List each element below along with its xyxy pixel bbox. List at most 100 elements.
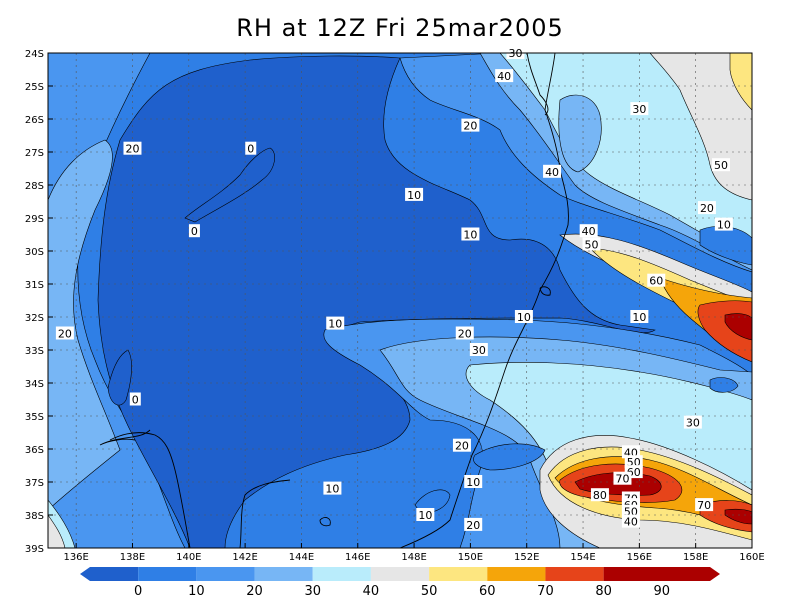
colorbar-label: 30 [304, 584, 321, 599]
field-10-pocket-c [473, 443, 546, 471]
svg-text:20: 20 [125, 143, 139, 156]
svg-text:70: 70 [615, 473, 629, 486]
contour-label: 50 [712, 158, 731, 172]
contour-label: 10 [323, 481, 342, 496]
colorbar-label: 70 [537, 584, 554, 599]
svg-text:50: 50 [584, 238, 598, 251]
lon-tick-label: 142E [232, 552, 257, 563]
svg-text:0: 0 [247, 143, 254, 156]
lat-tick-label: 39S [25, 544, 44, 555]
svg-text:20: 20 [700, 202, 714, 215]
coastline [99, 53, 569, 548]
contour-label: 20 [123, 141, 142, 156]
contour-label: 70 [695, 498, 714, 512]
contour-label: 30 [630, 102, 649, 116]
contour-label: 10 [405, 187, 424, 202]
colorbar-label: 90 [654, 584, 671, 599]
lat-tick-label: 24S [25, 49, 44, 60]
contour-label: 40 [579, 224, 598, 238]
lat-tick-label: 38S [25, 511, 44, 522]
lon-tick-label: 136E [63, 552, 88, 563]
lat-tick-label: 31S [25, 280, 44, 291]
field-90-mid [724, 313, 752, 341]
lat-tick-label: 33S [25, 346, 44, 357]
svg-text:20: 20 [455, 440, 469, 453]
lon-tick-label: 154E [570, 552, 595, 563]
svg-text:60: 60 [649, 275, 663, 288]
contour-label: 20 [452, 438, 471, 453]
svg-text:40: 40 [497, 70, 511, 83]
contour-label: 10 [630, 310, 649, 324]
colorbar-segment [370, 567, 430, 581]
contour-label: 40 [495, 69, 514, 83]
svg-text:40: 40 [545, 166, 559, 179]
contour-label: 10 [514, 310, 533, 324]
svg-text:20: 20 [458, 328, 472, 341]
svg-text:40: 40 [582, 225, 596, 238]
lon-tick-label: 138E [120, 552, 145, 563]
lat-tick-label: 25S [25, 82, 44, 93]
lat-tick-label: 36S [25, 445, 44, 456]
svg-text:10: 10 [328, 318, 342, 331]
lat-tick-label: 29S [25, 214, 44, 225]
lat-tick-label: 27S [25, 148, 44, 159]
svg-text:20: 20 [463, 120, 477, 133]
contour-label: 10 [714, 217, 733, 232]
contour-label: 10 [416, 508, 435, 522]
map-grid [48, 53, 752, 548]
field-30-pocket [558, 94, 602, 173]
contour-label: 10 [464, 475, 483, 489]
svg-text:70: 70 [697, 499, 711, 512]
colorbar-segment [80, 567, 139, 581]
colorbar-segment [254, 567, 313, 581]
contour-label: 30 [683, 415, 702, 430]
svg-text:10: 10 [517, 311, 531, 324]
contour-label: 0 [188, 224, 200, 238]
field-90-se [724, 508, 752, 525]
contour-label: 60 [647, 273, 666, 288]
contour-label: 0 [245, 141, 257, 156]
svg-text:0: 0 [132, 394, 139, 407]
contour-labels: 20 00200101020403040305020104050601020301… [55, 46, 733, 532]
colorbar-label: 10 [188, 584, 205, 599]
lon-tick-label: 156E [627, 552, 652, 563]
svg-text:50: 50 [714, 159, 728, 172]
colorbar-label: 20 [246, 584, 263, 599]
svg-text:30: 30 [686, 417, 700, 430]
filled-contours [48, 53, 752, 548]
map-axes: 136E 138E 140E 142E 144E 146E 148E 150E 152E 154E… [25, 49, 765, 563]
colorbar-label: 0 [134, 584, 142, 599]
contour-label: 30 [469, 343, 488, 357]
contour-label: 20 [55, 326, 74, 341]
svg-text:10: 10 [418, 509, 432, 522]
colorbar-label: 40 [363, 584, 380, 599]
lon-tick-label: 144E [289, 552, 314, 563]
lat-tick-label: 32S [25, 313, 44, 324]
field-50-sw [48, 514, 66, 548]
svg-text:30: 30 [472, 344, 486, 357]
colorbar-segment [429, 567, 488, 581]
lat-tick-label: 26S [25, 115, 44, 126]
contour-label: 20 [697, 201, 716, 215]
colorbar-segment [312, 567, 371, 581]
lon-tick-label: 160E [739, 552, 764, 563]
svg-text:40: 40 [624, 516, 638, 529]
lat-tick-label: 28S [25, 181, 44, 192]
lon-tick-label: 152E [514, 552, 539, 563]
colorbar-segment [487, 567, 546, 581]
lon-tick-label: 148E [401, 552, 426, 563]
svg-text:80: 80 [593, 489, 607, 502]
lat-tick-label: 35S [25, 412, 44, 423]
contour-label: 10 [326, 316, 345, 331]
lat-tick-label: 34S [25, 379, 44, 390]
colorbar-segment [196, 567, 255, 581]
colorbar-label: 80 [595, 584, 612, 599]
contour-label: 20 [461, 118, 480, 133]
lon-tick-label: 140E [176, 552, 201, 563]
lon-tick-label: 150E [458, 552, 483, 563]
svg-text:10: 10 [632, 311, 646, 324]
colorbar-segment [138, 567, 197, 581]
svg-text:10: 10 [407, 189, 421, 202]
